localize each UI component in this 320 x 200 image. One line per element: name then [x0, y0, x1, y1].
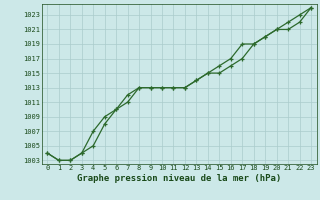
X-axis label: Graphe pression niveau de la mer (hPa): Graphe pression niveau de la mer (hPa): [77, 174, 281, 183]
